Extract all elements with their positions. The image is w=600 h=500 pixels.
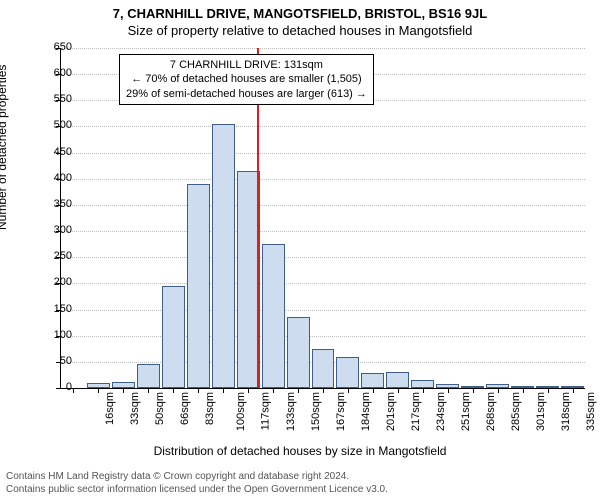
y-tick-label: 550	[32, 93, 72, 105]
x-tick-label: 335sqm	[585, 392, 597, 431]
x-tick-mark	[448, 388, 449, 393]
x-tick-mark	[198, 388, 199, 393]
footer-line2: Contains public sector information licen…	[6, 484, 388, 497]
x-tick-label: 201sqm	[385, 392, 397, 431]
chart-title-address: 7, CHARNHILL DRIVE, MANGOTSFIELD, BRISTO…	[0, 0, 600, 21]
x-tick-mark	[548, 388, 549, 393]
x-tick-mark	[398, 388, 399, 393]
chart-container: 7, CHARNHILL DRIVE, MANGOTSFIELD, BRISTO…	[0, 0, 600, 500]
gridline	[61, 231, 585, 232]
x-tick-label: 318sqm	[560, 392, 572, 431]
x-tick-label: 251sqm	[460, 392, 472, 431]
x-tick-mark	[473, 388, 474, 393]
x-tick-mark	[373, 388, 374, 393]
annotation-line2: ← 70% of detached houses are smaller (1,…	[126, 72, 367, 86]
y-tick-label: 450	[32, 146, 72, 158]
y-tick-label: 400	[32, 172, 72, 184]
histogram-bar	[312, 349, 335, 388]
x-tick-label: 16sqm	[105, 392, 117, 425]
chart-subtitle: Size of property relative to detached ho…	[0, 21, 600, 38]
y-tick-label: 600	[32, 67, 72, 79]
x-tick-label: 100sqm	[235, 392, 247, 431]
gridline	[61, 126, 585, 127]
gridline	[61, 310, 585, 311]
y-tick-label: 150	[32, 303, 72, 315]
y-tick-label: 50	[32, 355, 72, 367]
x-tick-mark	[248, 388, 249, 393]
gridline	[61, 48, 585, 49]
histogram-bar	[262, 244, 285, 388]
annotation-line3: 29% of semi-detached houses are larger (…	[126, 87, 367, 101]
gridline	[61, 205, 585, 206]
x-tick-mark	[98, 388, 99, 393]
y-tick-label: 300	[32, 224, 72, 236]
histogram-bar	[336, 357, 359, 388]
y-tick-label: 250	[32, 250, 72, 262]
y-tick-label: 200	[32, 276, 72, 288]
x-tick-mark	[323, 388, 324, 393]
x-axis-label: Distribution of detached houses by size …	[0, 444, 600, 458]
x-tick-label: 150sqm	[310, 392, 322, 431]
x-tick-label: 66sqm	[179, 392, 191, 425]
y-tick-label: 0	[32, 381, 72, 393]
x-tick-label: 133sqm	[285, 392, 297, 431]
x-tick-label: 301sqm	[535, 392, 547, 431]
x-tick-mark	[573, 388, 574, 393]
annotation-box: 7 CHARNHILL DRIVE: 131sqm← 70% of detach…	[119, 54, 374, 105]
x-tick-label: 117sqm	[260, 392, 272, 430]
x-tick-mark	[273, 388, 274, 393]
footer-line1: Contains HM Land Registry data © Crown c…	[6, 471, 388, 484]
gridline	[61, 153, 585, 154]
x-tick-mark	[173, 388, 174, 393]
y-tick-label: 100	[32, 329, 72, 341]
x-tick-label: 268sqm	[485, 392, 497, 431]
x-tick-label: 234sqm	[435, 392, 447, 431]
x-tick-label: 33sqm	[129, 392, 141, 425]
y-tick-label: 350	[32, 198, 72, 210]
x-tick-label: 184sqm	[360, 392, 372, 431]
gridline	[61, 283, 585, 284]
x-tick-mark	[123, 388, 124, 393]
footer-attribution: Contains HM Land Registry data © Crown c…	[6, 471, 388, 496]
gridline	[61, 179, 585, 180]
x-tick-mark	[298, 388, 299, 393]
x-tick-label: 217sqm	[410, 392, 422, 431]
x-tick-mark	[73, 388, 74, 393]
histogram-bar	[411, 380, 434, 388]
gridline	[61, 257, 585, 258]
x-tick-label: 50sqm	[154, 392, 166, 425]
annotation-line1: 7 CHARNHILL DRIVE: 131sqm	[126, 58, 367, 72]
histogram-bar	[187, 184, 210, 388]
x-tick-label: 167sqm	[335, 392, 347, 431]
x-tick-mark	[223, 388, 224, 393]
y-axis-label: Number of detached properties	[0, 65, 9, 230]
x-tick-mark	[523, 388, 524, 393]
gridline	[61, 336, 585, 337]
histogram-bar	[361, 373, 384, 388]
x-tick-label: 83sqm	[204, 392, 216, 425]
x-tick-mark	[348, 388, 349, 393]
histogram-bar	[162, 286, 185, 388]
histogram-bar	[386, 372, 409, 388]
histogram-bar	[212, 124, 235, 388]
histogram-bar	[137, 364, 160, 388]
x-tick-mark	[148, 388, 149, 393]
x-tick-mark	[498, 388, 499, 393]
x-tick-mark	[423, 388, 424, 393]
x-tick-label: 285sqm	[510, 392, 522, 431]
histogram-bar	[287, 317, 310, 388]
plot-area: 16sqm33sqm50sqm66sqm83sqm100sqm117sqm133…	[60, 48, 585, 389]
y-tick-label: 500	[32, 119, 72, 131]
y-tick-label: 650	[32, 41, 72, 53]
